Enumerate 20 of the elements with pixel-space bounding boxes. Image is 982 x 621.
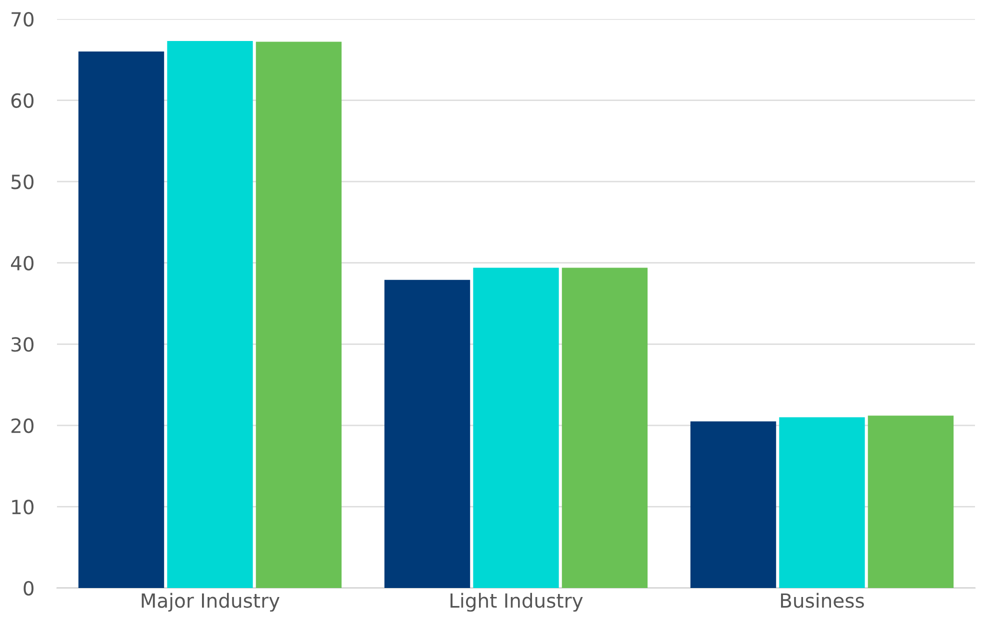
bar <box>384 280 470 588</box>
y-tick-label: 10 <box>12 500 34 514</box>
bar <box>779 417 865 588</box>
x-tick-label: Major Industry <box>142 592 280 612</box>
bar <box>690 421 776 588</box>
y-tick-label: 70 <box>12 12 34 27</box>
x-tick-label: Business <box>781 592 864 608</box>
y-tick-label: 40 <box>10 256 34 271</box>
bar <box>167 40 253 588</box>
bar <box>473 268 559 588</box>
bar <box>562 268 648 588</box>
y-tick-label: 50 <box>12 174 34 190</box>
bar <box>868 416 954 588</box>
y-tick-label: 0 <box>24 580 34 596</box>
y-tick-label: 60 <box>11 93 34 108</box>
y-tick-label: 20 <box>11 418 34 434</box>
x-tick-label: Light Industry <box>450 592 583 612</box>
y-tick-label: 30 <box>12 337 34 352</box>
bar <box>256 42 342 588</box>
bar <box>78 52 164 588</box>
